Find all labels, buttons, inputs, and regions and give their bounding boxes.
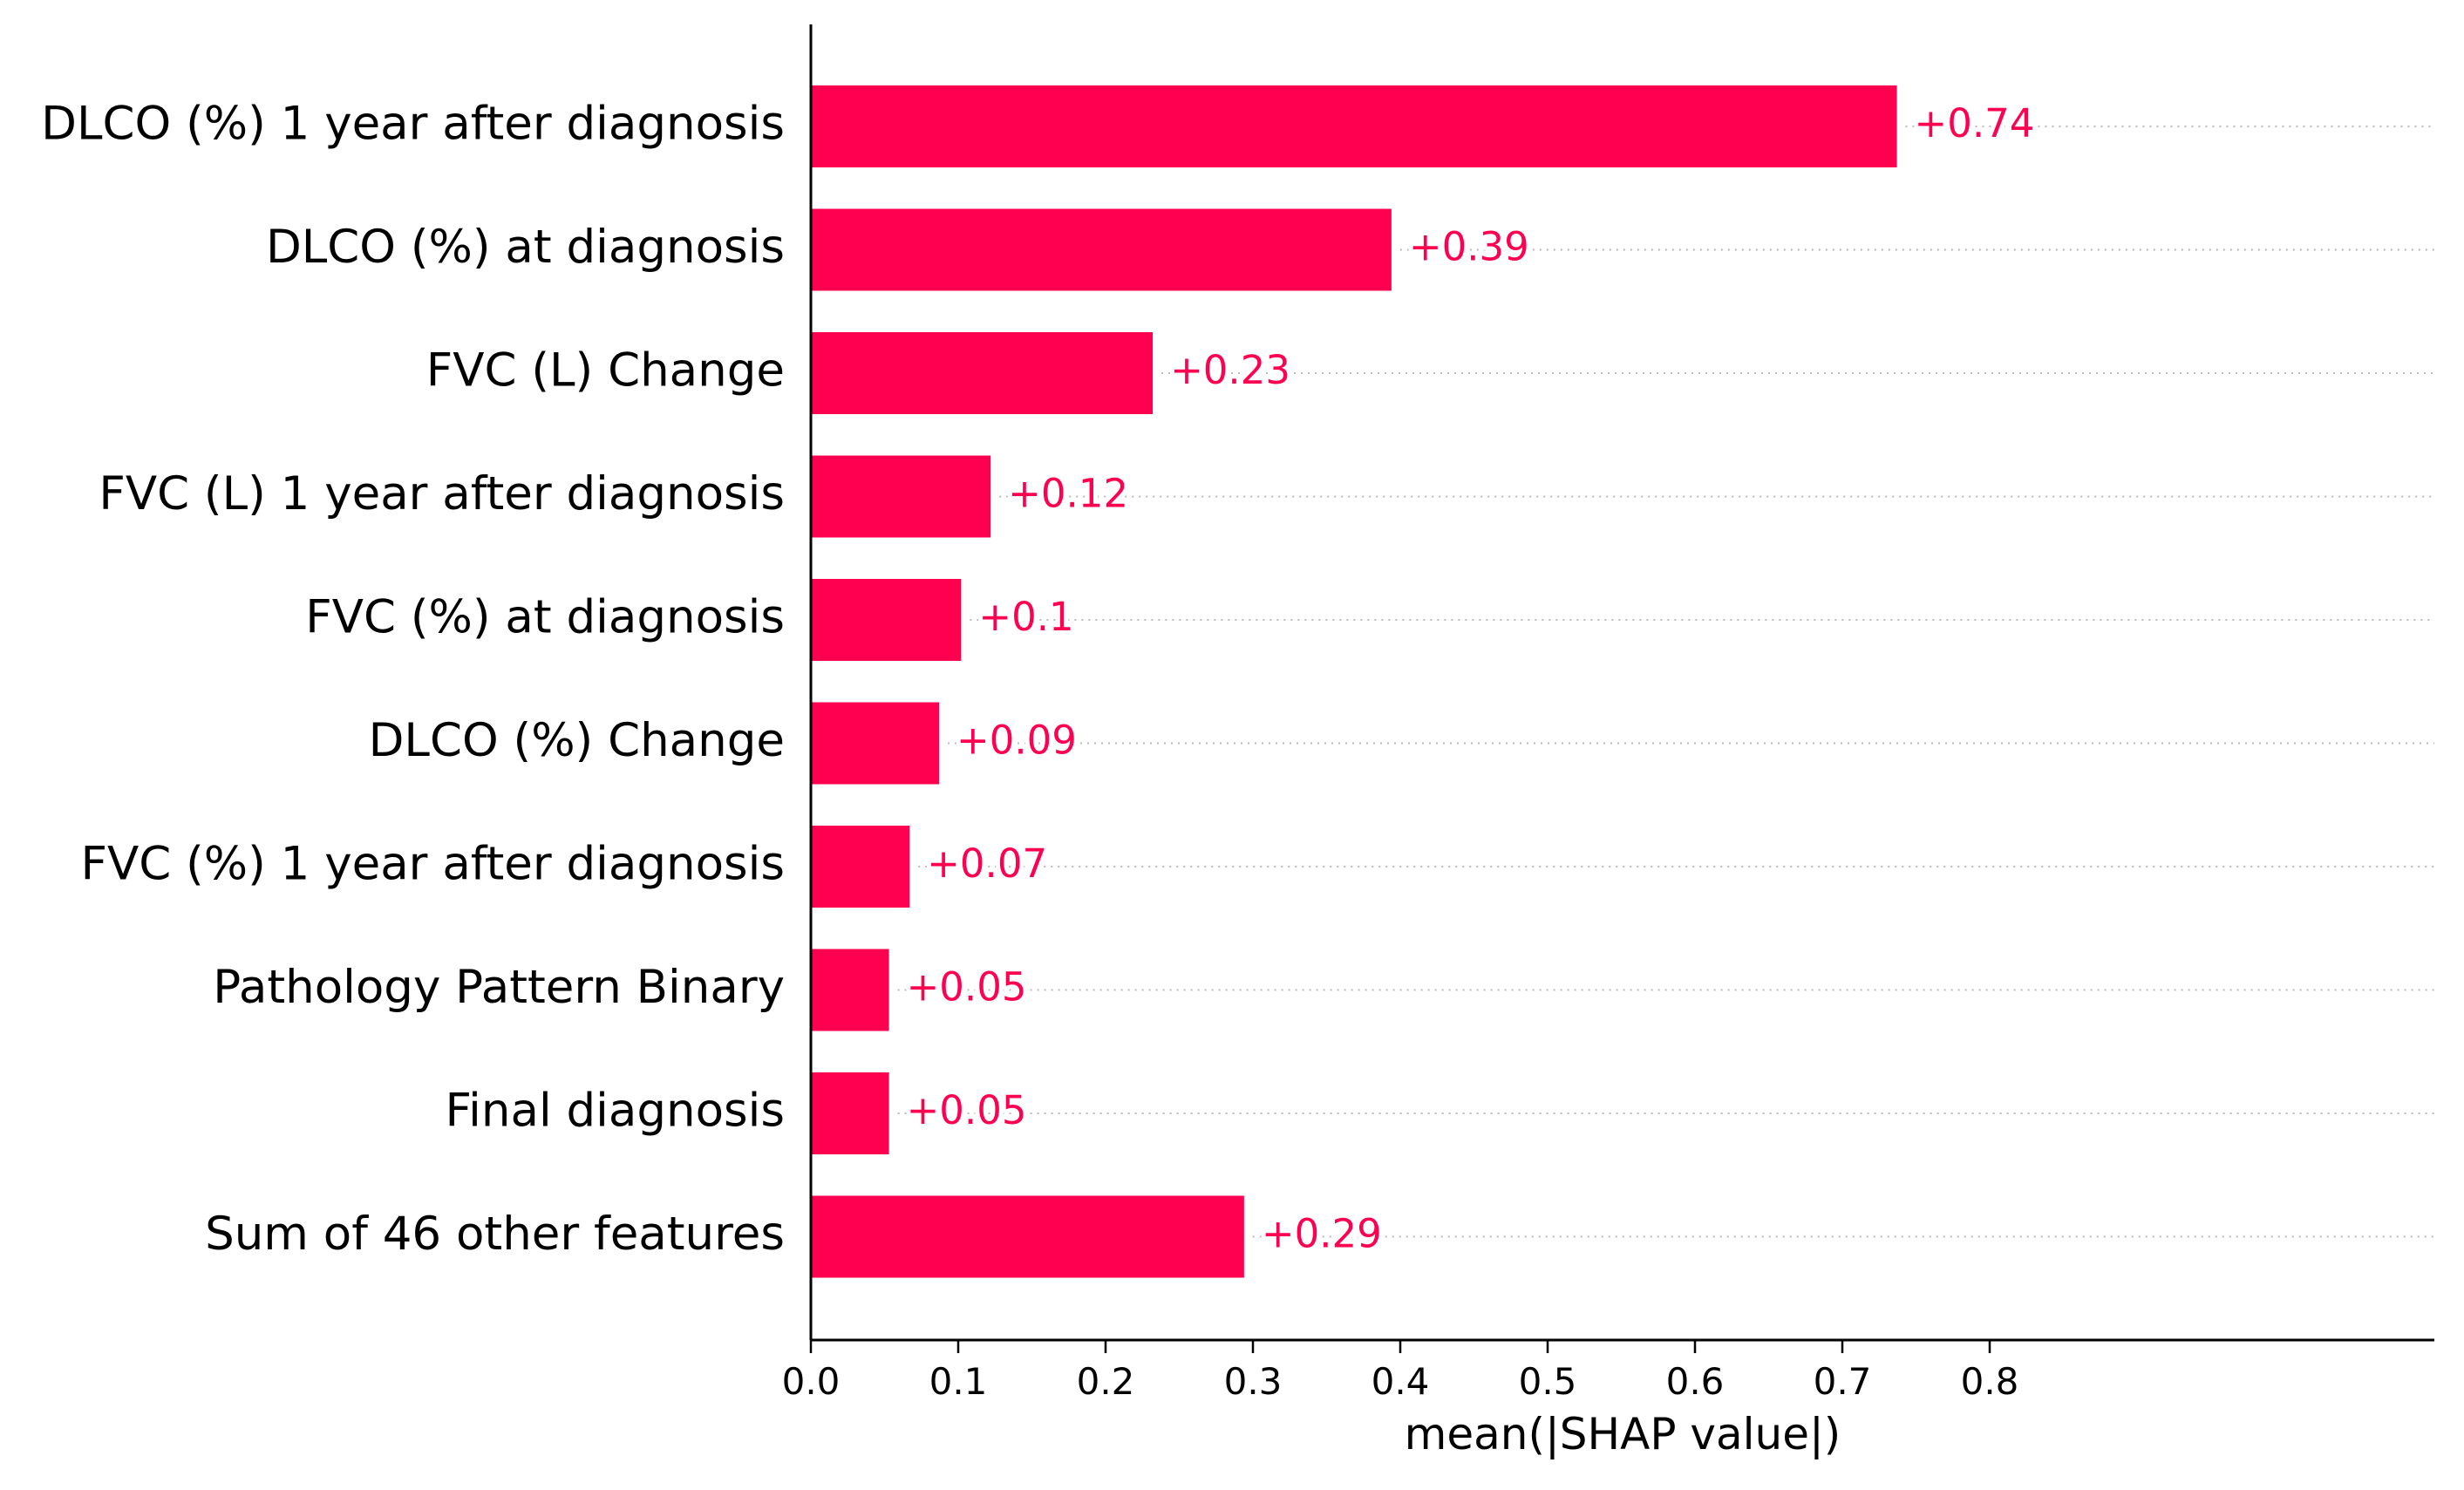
- row-guides: [897, 126, 2434, 1238]
- x-tick-label: 0.4: [1372, 1360, 1430, 1403]
- x-tick-label: 0.1: [929, 1360, 988, 1403]
- category-label: Pathology Pattern Binary: [213, 961, 785, 1014]
- x-tick-label: 0.0: [782, 1360, 841, 1403]
- bar-value-label: +0.12: [1008, 471, 1128, 517]
- category-label: FVC (L) 1 year after diagnosis: [99, 467, 785, 520]
- x-tick-label: 0.3: [1224, 1360, 1283, 1403]
- value-labels: +0.74 +0.39 +0.23 +0.12 +0.1 +0.09 +0.07 +0.05 +…: [902, 96, 2039, 1262]
- bar-value-label: +0.39: [1409, 224, 1529, 270]
- category-labels: DLCO (%) 1 year after diagnosis DLCO (%) …: [41, 98, 785, 1262]
- category-label: FVC (%) 1 year after diagnosis: [81, 838, 786, 891]
- bar-value-label: +0.05: [907, 964, 1027, 1010]
- category-label: DLCO (%) at diagnosis: [266, 221, 785, 274]
- x-tick-label: 0.8: [1961, 1360, 2019, 1403]
- bar: [811, 1072, 889, 1154]
- bar: [811, 826, 910, 908]
- bar: [811, 579, 962, 661]
- category-label: DLCO (%) 1 year after diagnosis: [41, 98, 785, 151]
- bar-value-label: +0.23: [1170, 347, 1290, 393]
- bar: [811, 455, 991, 538]
- bar: [811, 702, 940, 785]
- x-axis: 0.0 0.1 0.2 0.3 0.4 0.5 0.6 0.7 0.8: [782, 1338, 2434, 1403]
- bar: [811, 208, 1392, 291]
- bar-value-label: +0.09: [956, 718, 1077, 764]
- category-label: Final diagnosis: [446, 1085, 785, 1138]
- bar: [811, 1195, 1244, 1278]
- bar-value-label: +0.74: [1915, 100, 2035, 146]
- bar-value-label: +0.07: [927, 840, 1047, 887]
- x-axis-title: mean(|SHAP value|): [1405, 1409, 1841, 1459]
- bar: [811, 85, 1897, 167]
- x-tick-label: 0.5: [1519, 1360, 1577, 1403]
- category-label: DLCO (%) Change: [369, 714, 785, 767]
- x-tick-label: 0.2: [1077, 1360, 1135, 1403]
- x-tick-label: 0.7: [1814, 1360, 1872, 1403]
- bar: [811, 949, 889, 1031]
- bar-value-label: +0.29: [1262, 1211, 1382, 1257]
- bar-value-label: +0.1: [978, 594, 1073, 640]
- bar: [811, 332, 1154, 414]
- bars: [811, 85, 1897, 1278]
- x-tick-label: 0.6: [1666, 1360, 1725, 1403]
- bar-value-label: +0.05: [907, 1087, 1027, 1133]
- category-label: Sum of 46 other features: [205, 1208, 785, 1261]
- category-label: FVC (L) Change: [426, 344, 785, 398]
- category-label: FVC (%) at diagnosis: [305, 591, 785, 644]
